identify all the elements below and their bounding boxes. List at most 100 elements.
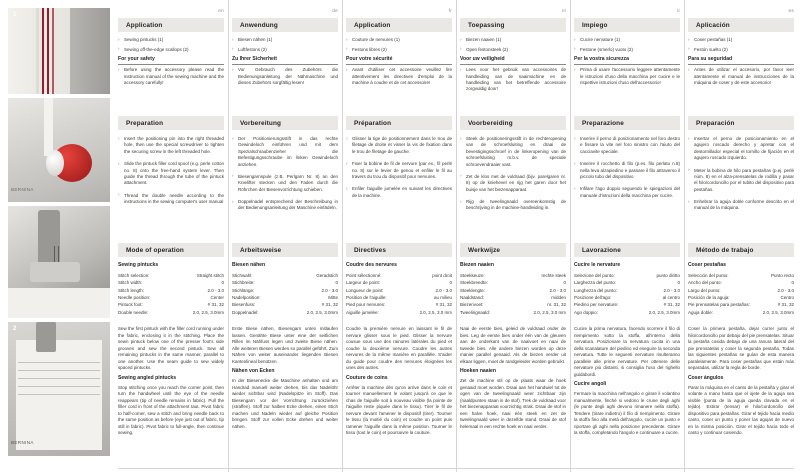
section-header-preparation: Preparation bbox=[118, 116, 224, 130]
spec-label: Largeur de point: bbox=[346, 280, 381, 286]
section-header-preparation: Voorbereiding bbox=[460, 116, 566, 130]
spec-value: 0 bbox=[335, 280, 338, 286]
spec-value: 2.0, 2.5, 3.0 mm bbox=[533, 309, 566, 315]
paragraph: Coser la primera pestaña, dejar correr j… bbox=[688, 326, 794, 371]
spec-value: al centro bbox=[662, 294, 680, 300]
list-item: Couture de nervures (1) bbox=[346, 37, 452, 44]
table-row: Steekkeuze: rechte steek bbox=[460, 272, 566, 279]
column-divider bbox=[684, 0, 685, 472]
mode-block: Cucire le nervature Selezione del punto:… bbox=[574, 262, 680, 316]
section-header-application: Anwendung bbox=[232, 18, 338, 32]
mode-block: Coser pestañas Selección del punto: Punt… bbox=[688, 262, 794, 316]
list-item: Sewing off-the-edge scallops (2) bbox=[118, 46, 224, 53]
list-item: Sewing pintucks (1) bbox=[118, 37, 224, 44]
language-column-nl: nl Toepassing Biezen naaien (1) Open fest… bbox=[460, 0, 566, 472]
table-row: Point sélectionné: point droit bbox=[346, 272, 452, 279]
list-item: Antes de utilizar el accesorio, por favo… bbox=[688, 67, 794, 86]
table-row: Aguja doble: 2.0, 2.5, 3.0mm bbox=[688, 309, 794, 316]
table-row: Position de l'aiguille: au milieu bbox=[346, 294, 452, 301]
spec-value: 2.0, 2.5, 3.0mm bbox=[762, 309, 794, 315]
safety-subtitle: Voor uw veiligheid bbox=[460, 56, 566, 65]
spec-table: Steekkeuze: rechte steek Steekbreedte: 0… bbox=[460, 272, 566, 316]
spec-label: Largo del punto: bbox=[688, 287, 721, 293]
paragraph: Arrêter la machine dès qu'on arrive dans… bbox=[346, 384, 452, 436]
list-item: Avant d'utiliser cet accessoire veuillez… bbox=[346, 67, 452, 86]
preparation-bullets: Insertar el perno de posicionamiento en … bbox=[688, 136, 794, 212]
column-divider bbox=[456, 0, 457, 472]
application-bullets: Cucire nervature (1) Festone (smerlo) vuo… bbox=[574, 37, 680, 53]
figure-number-1: 1 bbox=[13, 12, 17, 18]
spec-label: Nadelposition: bbox=[232, 294, 261, 300]
list-item: Prima di usare l'accessorio leggere atte… bbox=[574, 67, 680, 86]
spec-label: Tweelingnaald: bbox=[460, 309, 491, 315]
section-header-mode-of-operation: Mode of operation bbox=[118, 243, 224, 257]
table-row: Lunghezza del punto: 2.0 - 3.0 bbox=[574, 287, 680, 294]
spec-value: point droit bbox=[432, 273, 452, 279]
language-column-en: en Application Sewing pintucks (1) Sewing… bbox=[118, 0, 224, 472]
table-row: Stitch width: 0 bbox=[118, 279, 224, 286]
preparation-bullets: Glisser la tige de positionnement dans l… bbox=[346, 136, 452, 199]
section-header-preparation: Preparación bbox=[688, 116, 794, 130]
spec-label: Selección del punto: bbox=[688, 273, 729, 279]
spec-label: Larghezza del punto: bbox=[574, 280, 617, 286]
list-item: Steek de positioneringsstift in de recht… bbox=[460, 136, 566, 168]
list-item: Coser pestañas (1) bbox=[688, 37, 794, 44]
language-column-de: de Anwendung Biesen nähen (1) Luftfestons… bbox=[232, 0, 338, 472]
figure-presser-foot-closeup bbox=[8, 206, 110, 318]
spec-value: 0 bbox=[449, 280, 452, 286]
section-header-application: Application bbox=[118, 18, 224, 32]
spec-table: Selección del punto: Punto recto Ancho d… bbox=[688, 272, 794, 316]
application-block: Biesen nähen (1) Luftfestons (2) Zu Ihrer… bbox=[232, 37, 338, 90]
spec-label: Lunghezza del punto: bbox=[574, 287, 618, 293]
application-bullets: Coser pestañas (1) Festón suelto (2) bbox=[688, 37, 794, 53]
application-block: Coser pestañas (1) Festón suelto (2) Para… bbox=[688, 37, 794, 90]
table-row: Largo del punto: 2.0 - 3.0 bbox=[688, 287, 794, 294]
table-row: Stichwahl: Geradstich bbox=[232, 272, 338, 279]
spec-value: # 31, 32 bbox=[207, 302, 224, 308]
paragraph: Cucire la prima nervatura, facendo scorr… bbox=[574, 326, 680, 377]
safety-subtitle: Pour votre sécurité bbox=[346, 56, 452, 65]
spec-label: Biezenvoet: bbox=[460, 302, 484, 308]
spec-label: Steeklengte: bbox=[460, 287, 486, 293]
language-code-en: en bbox=[218, 8, 224, 13]
list-item: Inserire il perno di posizionamento nel … bbox=[574, 136, 680, 155]
mode-block: Coudre des nervures Point sélectionné: p… bbox=[346, 262, 452, 316]
spec-value: nr. 31, 32 bbox=[547, 302, 566, 308]
preparation-bullets: Der Positionierungsstift in das rechte G… bbox=[232, 136, 338, 212]
spec-value: rechte steek bbox=[541, 273, 566, 279]
table-row: Pied pour nervures: # 31, 32 bbox=[346, 301, 452, 308]
figure-column: 1 BERNINA 2 BERNINA bbox=[8, 8, 110, 464]
spec-value: Mitte bbox=[328, 294, 338, 300]
section-header-preparation: Préparation bbox=[346, 116, 452, 130]
list-item: Lees voor het gebruik van accessoires de… bbox=[460, 67, 566, 93]
list-item: Festons libres (2) bbox=[346, 46, 452, 53]
spec-label: Steekbreedte: bbox=[460, 280, 489, 286]
spec-value: 0 bbox=[677, 280, 680, 286]
application-bullets: Couture de nervures (1) Festons libres (2… bbox=[346, 37, 452, 53]
spec-value: # 31, 32 bbox=[663, 302, 680, 308]
list-item: Vor Gebrauch des Zubehörs die Bedienungs… bbox=[232, 67, 338, 86]
preparation-block: Insert the positioning pin into the righ… bbox=[118, 136, 224, 211]
spec-label: Stitch selection: bbox=[118, 273, 150, 279]
spec-value: punto diritto bbox=[656, 273, 680, 279]
mode-subtitle: Biesen nähen bbox=[232, 262, 266, 268]
mode-subtitle: Sewing pintucks bbox=[118, 262, 159, 268]
application-bullets: Biezen naaien (1) Open festonsteek (2) bbox=[460, 37, 566, 53]
section-header-application: Application bbox=[346, 18, 452, 32]
spec-value: Straight stitch bbox=[196, 273, 224, 279]
mode-subtitle-2: Hoeken naaien bbox=[460, 368, 496, 375]
paragraph: Stop stitching once you reach the corner… bbox=[118, 384, 224, 436]
application-block: Couture de nervures (1) Festons libres (2… bbox=[346, 37, 452, 90]
section-header-mode-of-operation: Arbeitsweise bbox=[232, 243, 338, 257]
list-item: Fixer la bobine de fil de nervure (par e… bbox=[346, 161, 452, 180]
spec-table: Stichwahl: Geradstich Stichbreite: 0 Sti… bbox=[232, 272, 338, 316]
table-row: Nadelposition: Mitte bbox=[232, 294, 338, 301]
list-item: Before using the accessory please read t… bbox=[118, 67, 224, 86]
paragraph: Sew the first pintuck with the filler co… bbox=[118, 326, 224, 371]
spec-value: # 31, 32 bbox=[435, 302, 452, 308]
mode-subtitle-2: Coser ángulos bbox=[688, 374, 724, 381]
preparation-block: Steek de positioneringsstift in de recht… bbox=[460, 136, 566, 218]
list-item: Glisser la tige de positionnement dans l… bbox=[346, 136, 452, 155]
spec-label: Needle position: bbox=[118, 294, 151, 300]
spec-value: 2.0, 2.5, 3.0mm bbox=[648, 309, 680, 315]
